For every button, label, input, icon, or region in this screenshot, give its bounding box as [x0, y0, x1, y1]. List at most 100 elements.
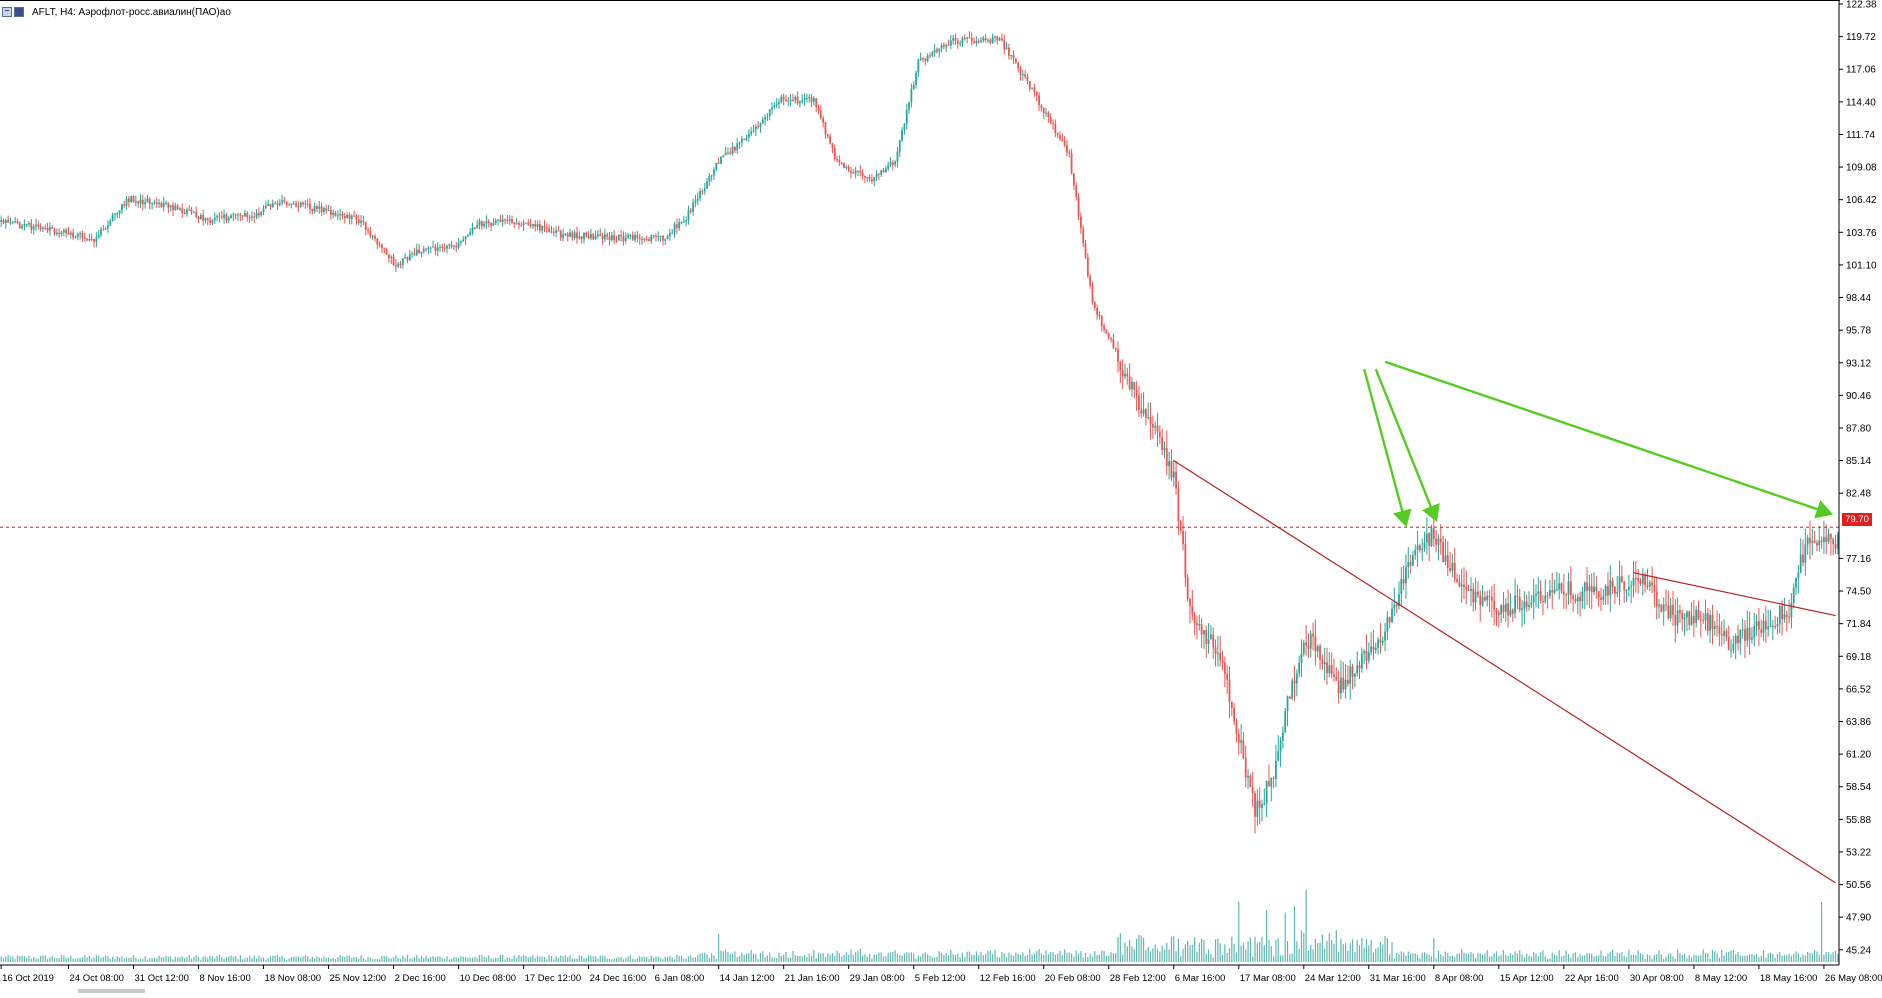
candle-body: [30, 223, 33, 230]
candle-body: [973, 41, 975, 44]
candle-body: [1774, 625, 1777, 627]
candle-body: [392, 256, 395, 265]
candle-body: [1760, 629, 1763, 633]
candle-body: [980, 40, 982, 43]
candle-body: [1676, 610, 1679, 626]
x-tick-label: 18 May 16:00: [1760, 973, 1818, 984]
candle-body: [1017, 62, 1020, 69]
candle-body: [1147, 416, 1150, 418]
candle-body: [264, 205, 267, 209]
candle-body: [0, 220, 3, 222]
candle-body: [1154, 425, 1157, 428]
candle-body: [1660, 604, 1663, 612]
x-tick-label: 31 Oct 12:00: [135, 973, 189, 984]
chart-scroll-tab[interactable]: [78, 989, 145, 993]
candle-body: [1412, 555, 1414, 566]
candle-body: [984, 37, 987, 40]
candle-body: [552, 231, 555, 233]
candle-body: [929, 55, 931, 57]
candle-body: [1827, 533, 1830, 543]
candle-body: [311, 209, 314, 212]
candle-body: [1474, 591, 1477, 603]
candle-body: [1442, 542, 1445, 562]
candle-body: [288, 204, 290, 206]
candle-body: [1537, 591, 1540, 594]
candle-body: [1275, 760, 1277, 779]
candle-body: [1024, 74, 1027, 77]
candle-body: [1623, 581, 1626, 591]
candle-body: [531, 224, 534, 227]
candle-body: [378, 244, 381, 246]
chart-bars-icon[interactable]: [14, 7, 24, 17]
candle-body: [202, 215, 205, 221]
candle-body: [599, 234, 602, 236]
candle-body: [701, 191, 704, 193]
candle-body: [121, 204, 123, 211]
candle-body: [511, 219, 513, 223]
candle-body: [1405, 567, 1407, 584]
candle-body: [499, 219, 502, 223]
candle-body: [857, 170, 859, 172]
candle-body: [209, 219, 212, 223]
candle-body: [1716, 625, 1718, 627]
candle-body: [585, 232, 588, 236]
candle-body: [1755, 621, 1758, 627]
candle-body: [1258, 800, 1261, 808]
candle-body: [1706, 613, 1709, 631]
candle-body: [302, 202, 304, 205]
candle-body: [671, 232, 674, 234]
chart-window-icon[interactable]: [2, 7, 12, 17]
candle-body: [566, 233, 569, 237]
candle-body: [1117, 349, 1119, 362]
candle-body: [107, 225, 109, 229]
candle-body: [104, 228, 107, 230]
candle-body: [708, 175, 711, 182]
candle-body: [720, 156, 722, 164]
candle-body: [987, 39, 989, 41]
candle-body: [912, 84, 915, 90]
candle-body: [336, 215, 339, 217]
candle-body: [1277, 751, 1280, 761]
candle-body: [1156, 425, 1159, 432]
x-tick-label: 16 Oct 2019: [2, 973, 54, 984]
candle-body: [771, 107, 773, 110]
candle-body: [69, 232, 72, 235]
candle-body: [1161, 437, 1164, 451]
candle-body: [1261, 804, 1263, 808]
candle-body: [1098, 314, 1101, 316]
candle-body: [550, 231, 553, 233]
candle-body: [1360, 653, 1363, 669]
candle-body: [1184, 544, 1187, 578]
candle-body: [1809, 537, 1811, 543]
candle-body: [1549, 590, 1551, 596]
candle-body: [538, 223, 541, 231]
candle-body: [724, 152, 727, 156]
candle-body: [1788, 616, 1790, 618]
candle-body: [1214, 647, 1217, 654]
candle-body: [295, 203, 297, 206]
chart-title-bar: AFLT, H4: Аэрофлот-росс.авиалин(ПАО)ао: [2, 5, 231, 19]
candle-body: [1279, 740, 1282, 752]
candle-body: [766, 116, 769, 118]
candle-body: [364, 221, 367, 230]
candle-body: [520, 224, 523, 226]
candle-body: [86, 239, 88, 241]
candle-body: [1437, 538, 1440, 545]
candle-body: [1488, 595, 1491, 597]
candle-body: [945, 44, 948, 47]
annotation-arrow: [1374, 368, 1440, 523]
candle-body: [1223, 662, 1226, 674]
candle-body: [627, 234, 629, 238]
y-tick-label: 69.18: [1846, 652, 1871, 663]
x-tick-label: 17 Dec 12:00: [525, 973, 582, 984]
candle-body: [645, 239, 648, 241]
candle-body: [37, 224, 40, 227]
candle-body: [1704, 613, 1707, 621]
candle-body: [1734, 635, 1737, 644]
candle-body: [1291, 680, 1294, 699]
candle-body: [782, 96, 785, 100]
candle-body: [1504, 603, 1507, 612]
candle-body: [1811, 540, 1814, 543]
